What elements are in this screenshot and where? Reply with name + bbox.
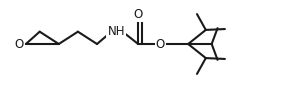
Text: O: O <box>133 8 143 21</box>
Text: O: O <box>14 37 24 51</box>
Text: O: O <box>156 37 165 51</box>
Text: NH: NH <box>107 25 125 38</box>
